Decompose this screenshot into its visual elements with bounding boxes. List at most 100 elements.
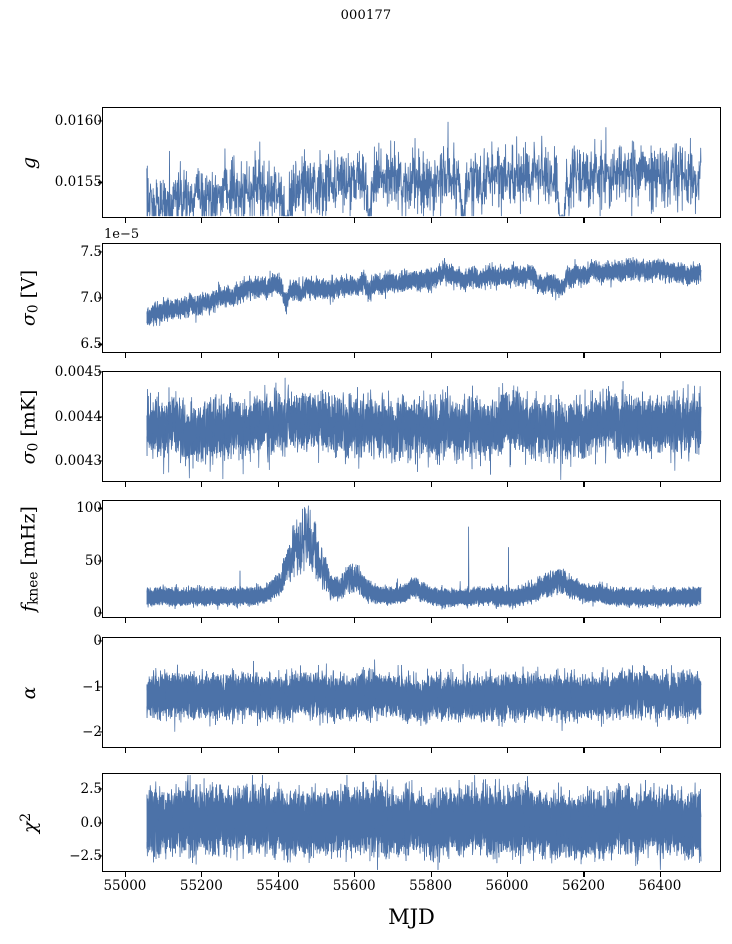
x-tick-mark	[507, 872, 509, 877]
y-tick-label-alpha-2: 0	[0, 633, 108, 649]
x-tick-mark	[277, 353, 279, 358]
x-tick-mark	[201, 618, 203, 623]
y-tick-label-sigma0_mk-1: 0.0044	[54, 408, 102, 425]
x-tick-mark	[507, 353, 509, 358]
x-tick-mark	[507, 218, 509, 223]
x-tick-mark	[583, 748, 585, 753]
x-tick-mark	[201, 872, 203, 877]
x-tick-mark	[430, 218, 432, 223]
x-tick-mark	[354, 353, 356, 358]
x-tick-mark	[277, 482, 279, 487]
series-line	[146, 121, 702, 217]
x-tick-mark	[124, 748, 127, 753]
y-tick-mark	[98, 788, 103, 790]
y-tick-label-sigma0_mk-0: 0.0043	[54, 452, 102, 469]
x-tick-mark	[430, 482, 432, 487]
y-tick-label-chi2-2: 2.5	[80, 780, 102, 797]
y-tick-label-sigma0_volt-0: 6.5	[80, 336, 102, 353]
x-tick-mark	[277, 218, 279, 223]
y-tick-mark	[98, 731, 103, 733]
y-tick-label-gain-0: 0.0155	[54, 174, 102, 191]
x-tick-label-0: 55000	[103, 878, 147, 894]
series-alpha	[146, 659, 702, 732]
y-axis-label-sigma0_volt: σ0 [V]	[17, 269, 42, 327]
x-tick-label-7: 56400	[638, 878, 682, 894]
x-tick-mark	[583, 482, 585, 487]
y-axis-label-alpha: α	[18, 686, 41, 699]
y-tick-label-alpha-0: −2	[82, 724, 102, 741]
y-tick-label-fknee-0: 0	[0, 605, 108, 621]
y-tick-label-sigma0_mk-2: 0.0045	[54, 364, 102, 381]
y-tick-mark	[98, 297, 103, 299]
y-tick-label-gain-1: 0.0160	[54, 113, 102, 130]
y-axis-label-chi2: χ2	[17, 812, 42, 833]
y-tick-label-fknee-2: 100	[76, 500, 102, 517]
y-tick-mark	[98, 460, 103, 462]
x-tick-mark	[201, 353, 203, 358]
series-chi2	[146, 774, 702, 870]
x-tick-mark	[354, 482, 356, 487]
y-axis-label-fknee: fknee [mHz]	[17, 506, 42, 612]
plot-panel-fknee	[102, 500, 721, 618]
x-tick-mark	[430, 872, 432, 877]
x-tick-mark	[659, 353, 661, 358]
plot-panel-gain	[102, 107, 721, 218]
x-tick-mark	[430, 353, 432, 358]
x-tick-mark	[277, 748, 279, 753]
y-tick-label-fknee-1: 50	[84, 552, 102, 569]
y-tick-mark	[98, 640, 103, 642]
series-sigma0_volt	[146, 257, 702, 327]
x-tick-mark	[583, 872, 585, 877]
y-tick-mark	[98, 181, 103, 184]
x-tick-mark	[583, 218, 585, 223]
x-tick-label-4: 55800	[409, 878, 453, 894]
figure-title: 000177	[340, 8, 392, 23]
x-tick-label-5: 56000	[485, 878, 529, 894]
x-tick-mark	[124, 482, 127, 487]
x-tick-mark	[507, 482, 509, 487]
x-tick-label-3: 55600	[332, 878, 376, 894]
x-tick-mark	[124, 618, 127, 623]
x-tick-mark	[430, 748, 432, 753]
y-tick-mark	[98, 343, 103, 345]
x-tick-mark	[583, 353, 585, 358]
y-tick-mark	[98, 559, 103, 562]
x-tick-mark	[201, 218, 203, 223]
y-tick-label-chi2-1: 0.0	[80, 814, 102, 831]
x-tick-mark	[277, 618, 279, 623]
x-tick-mark	[354, 618, 356, 623]
x-tick-mark	[277, 872, 279, 877]
y-axis-label-gain: g	[18, 156, 41, 169]
x-tick-mark	[507, 748, 509, 753]
plot-panel-sigma0_mk	[102, 371, 721, 482]
y-axis-offset-text-sigma0_volt: 1e−5	[104, 227, 140, 242]
plot-panel-sigma0_volt	[102, 243, 721, 353]
y-tick-mark	[98, 120, 103, 122]
y-tick-mark	[98, 821, 103, 824]
x-tick-mark	[124, 353, 127, 358]
x-axis-label: MJD	[388, 905, 435, 929]
x-tick-mark	[507, 618, 509, 623]
plot-panel-alpha	[102, 637, 721, 748]
series-fknee	[146, 505, 702, 610]
x-tick-mark	[124, 872, 127, 877]
y-tick-mark	[98, 250, 103, 253]
x-tick-mark	[201, 482, 203, 487]
x-tick-mark	[124, 218, 127, 223]
x-tick-label-2: 55400	[256, 878, 300, 894]
y-tick-mark	[98, 415, 103, 418]
x-tick-mark	[659, 482, 661, 487]
y-tick-label-chi2-0: −2.5	[69, 848, 102, 865]
x-tick-label-1: 55200	[179, 878, 223, 894]
series-sigma0_mk	[146, 377, 702, 480]
y-axis-label-sigma0_mk: σ0 [mK]	[17, 389, 42, 464]
y-tick-label-sigma0_volt-1: 7.0	[80, 290, 102, 306]
y-tick-mark	[98, 612, 103, 614]
series-gain	[146, 121, 702, 217]
plot-panel-chi2	[102, 773, 721, 872]
y-tick-mark	[98, 507, 103, 510]
x-tick-mark	[430, 618, 432, 623]
y-tick-mark	[98, 371, 103, 373]
x-tick-mark	[354, 748, 356, 753]
